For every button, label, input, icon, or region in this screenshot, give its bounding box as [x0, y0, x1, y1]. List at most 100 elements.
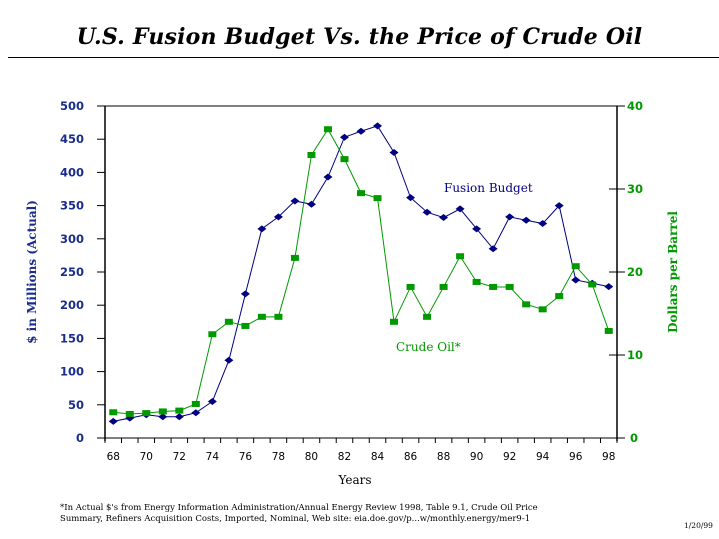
- x-tick-label: 88: [437, 451, 450, 463]
- data-point: [373, 122, 383, 130]
- x-tick-label: 78: [272, 451, 285, 463]
- data-point: [554, 202, 564, 210]
- y-tick-label: 200: [60, 298, 84, 312]
- y2-tick-label: 0: [630, 431, 638, 445]
- x-tick-label: 76: [239, 451, 253, 463]
- x-tick-label: 92: [503, 451, 516, 463]
- x-tick-label: 86: [404, 451, 418, 463]
- data-point: [406, 283, 415, 290]
- data-point: [175, 407, 184, 414]
- annotation-crude-oil: Crude Oil*: [396, 340, 461, 354]
- x-axis-label: Years: [337, 473, 371, 487]
- data-point: [339, 133, 349, 141]
- y2-tick-label: 20: [627, 265, 643, 279]
- data-point: [191, 400, 200, 407]
- date-stamp: 1/20/99: [684, 521, 713, 530]
- y-tick-label: 250: [60, 265, 84, 279]
- data-point: [240, 290, 250, 298]
- data-point: [505, 283, 514, 290]
- y-tick-label: 100: [60, 365, 84, 379]
- data-point: [472, 225, 482, 233]
- y-axis-label: $ in Millions (Actual): [25, 200, 39, 344]
- data-point: [389, 148, 399, 156]
- x-tick-label: 82: [338, 451, 351, 463]
- ticks: 0 50 100 150 200 250 300 350 400 450 500 0 10 20 30 40 6…: [60, 99, 643, 463]
- y-tick-label: 0: [76, 431, 84, 445]
- data-point: [257, 225, 267, 233]
- y2-tick-label: 40: [627, 99, 643, 113]
- series-fusion-budget: [108, 122, 614, 425]
- data-point: [456, 253, 465, 260]
- y-tick-label: 450: [60, 132, 84, 146]
- x-tick-label: 98: [602, 451, 615, 463]
- series-crude-oil: [109, 126, 613, 417]
- annotation-fusion-budget: Fusion Budget: [444, 181, 533, 195]
- series-line: [113, 128, 610, 415]
- y-tick-label: 300: [60, 232, 84, 246]
- x-tick-label: 94: [536, 451, 550, 463]
- data-point: [604, 327, 613, 334]
- series-line: [113, 125, 609, 422]
- data-point: [472, 278, 481, 285]
- data-point: [390, 318, 399, 325]
- data-point: [306, 200, 316, 208]
- data-point: [224, 318, 233, 325]
- y-tick-label: 150: [60, 331, 84, 345]
- data-point: [109, 409, 118, 416]
- data-point: [406, 194, 416, 202]
- x-tick-label: 96: [569, 451, 583, 463]
- data-point: [357, 190, 365, 197]
- data-point: [290, 197, 300, 205]
- page-title: U.S. Fusion Budget Vs. the Price of Crud…: [76, 24, 643, 50]
- data-point: [555, 293, 564, 300]
- data-point: [571, 263, 580, 270]
- data-point: [521, 216, 531, 224]
- y2-axis-label: Dollars per Barrel: [666, 211, 680, 333]
- data-point: [158, 408, 167, 415]
- data-point: [505, 213, 515, 221]
- data-point: [125, 410, 134, 417]
- data-point: [604, 283, 614, 291]
- series: [108, 122, 614, 425]
- data-point: [257, 313, 266, 320]
- x-tick-label: 90: [470, 451, 483, 463]
- data-point: [588, 281, 597, 288]
- data-point: [340, 156, 349, 163]
- data-point: [373, 195, 382, 202]
- data-point: [522, 301, 531, 308]
- data-point: [422, 208, 432, 216]
- y-tick-label: 50: [68, 398, 84, 412]
- data-point: [538, 306, 547, 313]
- data-point: [439, 283, 448, 290]
- data-point: [439, 214, 449, 222]
- data-point: [208, 331, 217, 338]
- footnote-line-2: Summary, Refiners Acquisition Costs, Imp…: [60, 514, 531, 524]
- x-tick-label: 72: [173, 451, 186, 463]
- data-point: [207, 397, 217, 405]
- data-point: [323, 173, 333, 181]
- data-point: [274, 313, 283, 320]
- x-tick-label: 80: [305, 451, 318, 463]
- data-point: [142, 410, 151, 417]
- data-point: [273, 213, 283, 221]
- x-tick-label: 74: [206, 451, 220, 463]
- y2-tick-label: 10: [627, 348, 643, 362]
- x-tick-label: 70: [140, 451, 153, 463]
- data-point: [489, 283, 498, 290]
- data-point: [323, 126, 332, 133]
- x-tick-label: 68: [107, 451, 120, 463]
- data-point: [423, 313, 432, 320]
- data-point: [356, 127, 366, 135]
- data-point: [488, 245, 498, 253]
- data-point: [241, 322, 250, 329]
- data-point: [538, 220, 548, 228]
- y-tick-label: 500: [60, 99, 84, 113]
- y-tick-label: 350: [60, 199, 84, 213]
- data-point: [174, 413, 184, 421]
- data-point: [571, 276, 581, 284]
- x-tick-label: 84: [371, 451, 385, 463]
- y2-tick-label: 30: [627, 182, 643, 196]
- data-point: [224, 356, 234, 364]
- data-point: [108, 417, 118, 425]
